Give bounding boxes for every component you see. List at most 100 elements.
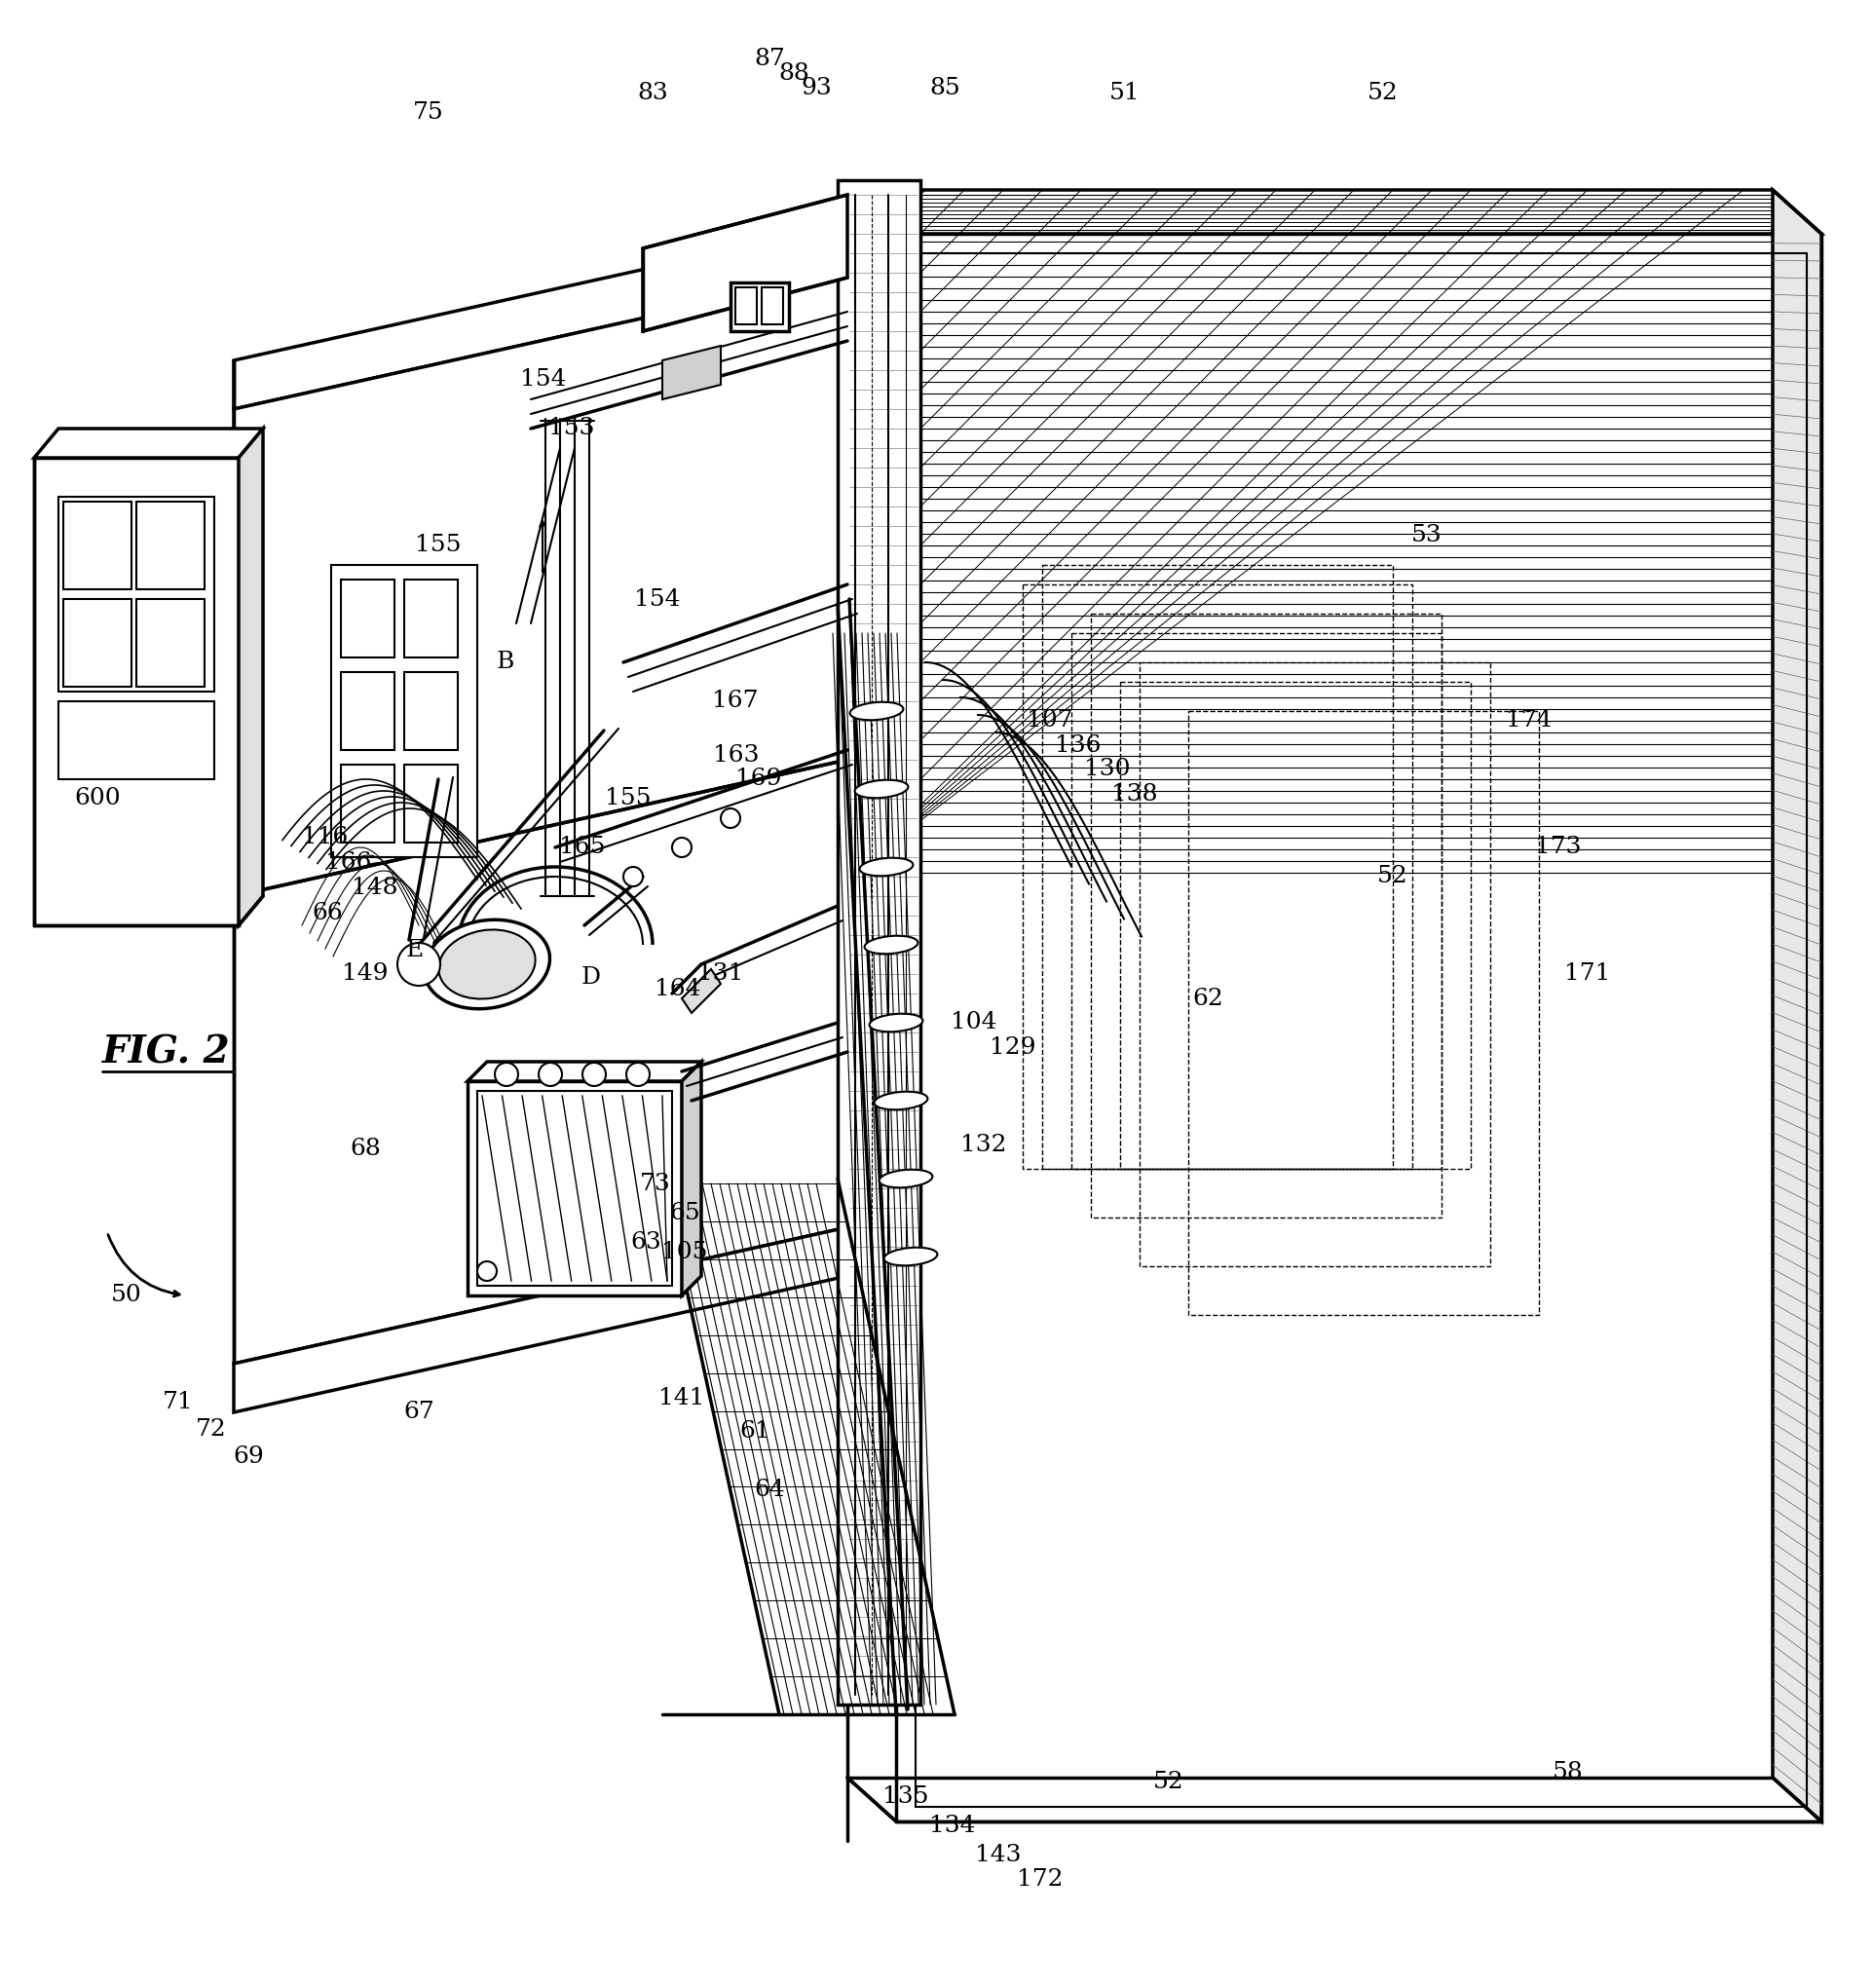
Text: 132: 132 [961, 1133, 1006, 1155]
Polygon shape [238, 429, 262, 924]
Bar [137, 501, 204, 588]
Text: 600: 600 [75, 787, 120, 809]
Text: 143: 143 [974, 1845, 1021, 1867]
Bar [730, 282, 789, 332]
Ellipse shape [438, 930, 536, 998]
Circle shape [583, 1064, 605, 1085]
Text: 173: 173 [1534, 837, 1581, 859]
Text: 61: 61 [740, 1421, 770, 1443]
Circle shape [478, 1260, 496, 1280]
Text: 107: 107 [1026, 710, 1073, 732]
Text: 154: 154 [521, 368, 566, 392]
Text: 165: 165 [558, 837, 605, 859]
Text: 64: 64 [753, 1479, 785, 1501]
Text: 53: 53 [1410, 525, 1442, 547]
Text: 65: 65 [669, 1201, 701, 1225]
Polygon shape [34, 429, 262, 457]
Polygon shape [682, 970, 721, 1014]
Polygon shape [847, 191, 1821, 235]
Ellipse shape [869, 1014, 922, 1032]
Text: 174: 174 [1506, 710, 1551, 732]
Bar [734, 288, 757, 324]
Bar [58, 497, 214, 692]
Text: 167: 167 [712, 690, 759, 712]
Text: 75: 75 [412, 101, 444, 123]
Circle shape [538, 1064, 562, 1085]
Text: 85: 85 [929, 76, 959, 99]
Bar [341, 765, 393, 843]
Text: 155: 155 [605, 787, 652, 809]
Bar [1071, 632, 1440, 1169]
Text: 134: 134 [929, 1815, 976, 1837]
Text: 88: 88 [777, 62, 809, 83]
Text: 93: 93 [800, 76, 832, 99]
Polygon shape [234, 225, 847, 410]
Ellipse shape [863, 936, 918, 954]
Text: 153: 153 [549, 417, 594, 439]
Text: 105: 105 [661, 1241, 708, 1262]
Text: 171: 171 [1564, 962, 1611, 986]
Text: 164: 164 [654, 978, 701, 1000]
Text: 73: 73 [641, 1173, 671, 1195]
Polygon shape [642, 195, 847, 332]
Text: 52: 52 [1367, 82, 1397, 103]
Text: 129: 129 [989, 1036, 1036, 1058]
Bar [478, 1091, 672, 1286]
Text: 154: 154 [633, 588, 680, 610]
Text: 66: 66 [311, 901, 343, 924]
Text: 67: 67 [403, 1402, 435, 1423]
Bar [466, 1081, 682, 1296]
Polygon shape [466, 1062, 701, 1081]
Ellipse shape [878, 1169, 933, 1187]
Text: 58: 58 [1553, 1761, 1583, 1783]
Text: 71: 71 [163, 1392, 193, 1413]
Circle shape [626, 1064, 650, 1085]
Text: 131: 131 [697, 962, 744, 986]
Text: 169: 169 [736, 767, 781, 791]
Text: 62: 62 [1191, 988, 1223, 1010]
Polygon shape [837, 181, 920, 1704]
Text: 52: 52 [1152, 1771, 1184, 1793]
Text: 136: 136 [1054, 734, 1101, 755]
Polygon shape [234, 1227, 847, 1411]
Bar [760, 288, 783, 324]
Polygon shape [661, 346, 721, 400]
Polygon shape [895, 235, 1821, 1821]
Ellipse shape [854, 779, 908, 797]
Text: B: B [496, 652, 515, 674]
Text: 51: 51 [1109, 82, 1141, 103]
Polygon shape [234, 272, 847, 897]
Bar [64, 501, 131, 588]
Text: 69: 69 [232, 1445, 264, 1467]
Text: 135: 135 [882, 1785, 929, 1809]
Ellipse shape [423, 920, 549, 1008]
Ellipse shape [850, 702, 903, 720]
Text: 104: 104 [950, 1012, 996, 1034]
Text: 148: 148 [352, 877, 397, 899]
Text: 116: 116 [302, 827, 348, 849]
Text: D: D [581, 966, 601, 988]
Circle shape [397, 942, 440, 986]
Text: 68: 68 [350, 1139, 380, 1161]
Text: 155: 155 [416, 535, 461, 557]
Circle shape [721, 809, 740, 827]
Text: 87: 87 [753, 48, 785, 70]
Ellipse shape [884, 1246, 936, 1266]
Circle shape [624, 867, 642, 887]
Text: FIG. 2: FIG. 2 [103, 1034, 230, 1070]
Text: 172: 172 [1017, 1869, 1062, 1891]
Bar [1023, 584, 1412, 1169]
Text: 141: 141 [659, 1386, 704, 1409]
Text: 63: 63 [629, 1231, 661, 1252]
Bar [405, 580, 457, 658]
Bar [137, 598, 204, 686]
Circle shape [494, 1064, 519, 1085]
Text: 163: 163 [714, 744, 759, 765]
Bar [332, 565, 478, 857]
Text: 166: 166 [326, 851, 371, 873]
Text: 83: 83 [637, 82, 667, 103]
Bar [341, 580, 393, 658]
Text: 149: 149 [343, 962, 388, 986]
Text: 138: 138 [1111, 783, 1158, 805]
Ellipse shape [875, 1091, 927, 1109]
